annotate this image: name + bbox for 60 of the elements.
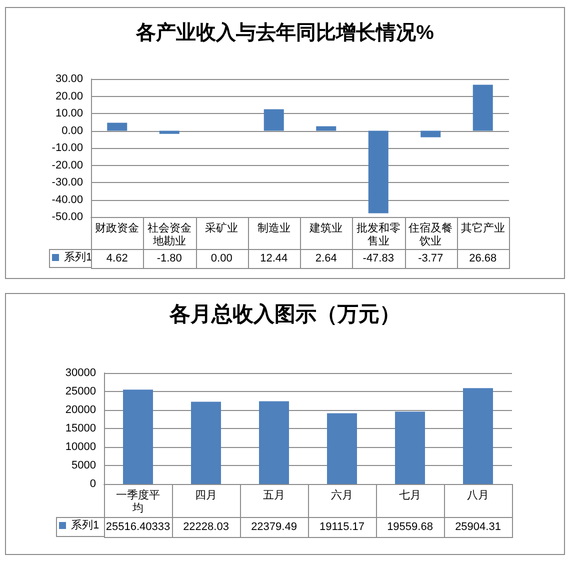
bar bbox=[395, 412, 425, 484]
y-tick-label: 5000 bbox=[72, 460, 96, 472]
x-tick-label: 八月 bbox=[467, 490, 489, 502]
data-label: 12.44 bbox=[260, 252, 288, 264]
x-tick-label: 四月 bbox=[195, 490, 217, 502]
y-tick-label: -30.00 bbox=[52, 176, 83, 188]
bar bbox=[191, 402, 221, 484]
data-label: 22228.03 bbox=[183, 521, 229, 533]
x-tick-label: 七月 bbox=[399, 488, 421, 502]
x-tick-label: 其它产业 bbox=[460, 222, 505, 234]
bar bbox=[123, 390, 153, 484]
x-tick-label: 六月 bbox=[331, 488, 353, 502]
bar bbox=[264, 109, 284, 131]
bar bbox=[259, 401, 289, 484]
y-tick-label: -20.00 bbox=[52, 159, 83, 172]
data-label: 25904.31 bbox=[455, 521, 501, 533]
bar bbox=[420, 130, 441, 138]
data-label: 22379.49 bbox=[251, 521, 297, 533]
x-tick-label: 五月 bbox=[263, 490, 285, 502]
x-tick-label: 住宿及餐饮业 bbox=[408, 222, 453, 248]
bar bbox=[327, 413, 357, 484]
data-label: 26.68 bbox=[469, 252, 497, 264]
y-tick-label: -50.00 bbox=[52, 211, 83, 223]
data-label: 19559.68 bbox=[387, 521, 433, 533]
bar bbox=[316, 126, 336, 131]
y-tick-label: 0 bbox=[90, 478, 96, 490]
data-label: 0.00 bbox=[210, 252, 232, 264]
data-label: 25516.40333 bbox=[106, 521, 170, 533]
y-tick-label: -40.00 bbox=[52, 194, 83, 206]
x-tick-label: 制造业 bbox=[257, 222, 290, 234]
x-tick-label: 采矿业 bbox=[205, 222, 238, 234]
data-label: 19115.17 bbox=[319, 521, 365, 533]
y-tick-label: 0.00 bbox=[62, 124, 83, 137]
y-tick-label: 20.00 bbox=[55, 90, 83, 102]
chart-title: 各产业收入与去年同比增长情况% bbox=[135, 21, 434, 44]
data-label: -47.83 bbox=[362, 252, 394, 264]
data-label: -3.77 bbox=[418, 252, 444, 264]
data-label: -1.80 bbox=[156, 252, 182, 264]
y-tick-label: 30000 bbox=[65, 367, 96, 379]
bar bbox=[107, 122, 128, 131]
x-tick-label: 批发和零售业 bbox=[356, 222, 400, 248]
y-tick-label: 10000 bbox=[65, 441, 96, 453]
y-tick-label: 20000 bbox=[65, 404, 96, 416]
y-tick-label: 25000 bbox=[65, 386, 96, 398]
x-tick-label: 社会资金地勘业 bbox=[147, 222, 192, 248]
y-tick-label: 30.00 bbox=[55, 73, 83, 85]
chart-title: 各月总收入图示（万元） bbox=[168, 303, 400, 326]
bar bbox=[159, 130, 180, 134]
data-label: 2.64 bbox=[315, 252, 337, 264]
y-tick-label: 15000 bbox=[65, 422, 96, 434]
x-tick-label: 一季度平均 bbox=[116, 488, 160, 514]
legend-label: 系列1 bbox=[71, 518, 100, 532]
x-tick-label: 建筑业 bbox=[308, 222, 343, 234]
bar bbox=[368, 130, 388, 214]
y-tick-label: -10.00 bbox=[52, 142, 83, 154]
data-label: 4.62 bbox=[106, 252, 128, 264]
x-tick-label: 财政资金 bbox=[95, 222, 140, 234]
bar bbox=[472, 84, 493, 131]
y-tick-label: 10.00 bbox=[55, 108, 83, 120]
bar bbox=[463, 388, 493, 484]
